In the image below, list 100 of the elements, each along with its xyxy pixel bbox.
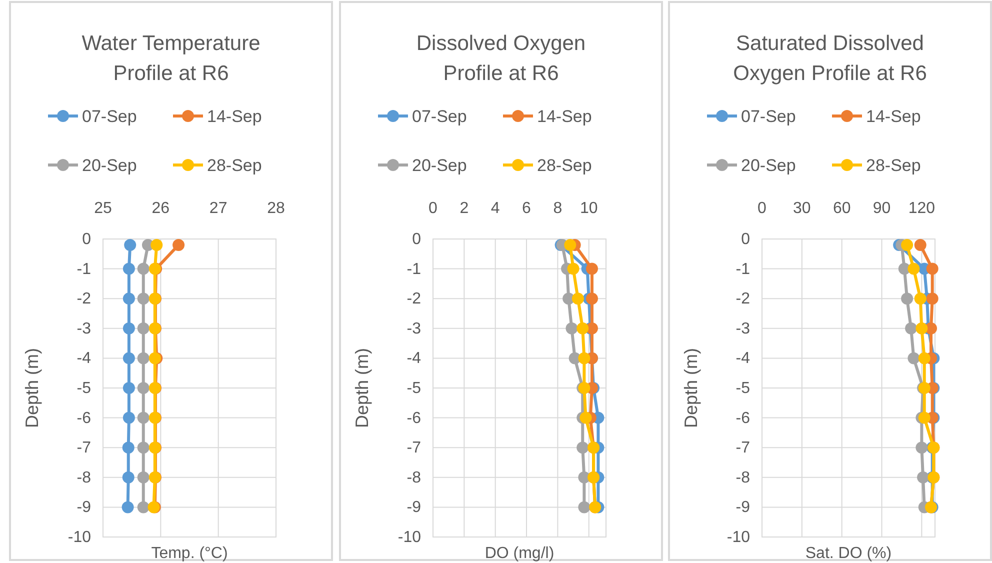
legend-label: 14-Sep	[207, 107, 262, 126]
point	[901, 238, 914, 251]
point	[122, 322, 135, 334]
y-tick-label: -1	[736, 260, 750, 278]
y-tick-label: -7	[406, 440, 422, 457]
point	[137, 322, 150, 334]
x-axis-title: Sat. DO (%)	[805, 545, 892, 562]
point	[122, 262, 135, 275]
y-tick-label: -9	[406, 499, 422, 516]
point	[122, 292, 135, 305]
x-tick-label: 120	[908, 200, 936, 217]
point	[908, 262, 920, 275]
point	[122, 352, 135, 364]
point	[137, 352, 150, 364]
x-tick-label: 8	[553, 200, 562, 217]
legend-label: 28-Sep	[866, 156, 921, 175]
point	[122, 412, 135, 424]
y-tick-label: -6	[736, 410, 750, 427]
x-tick-label: 4	[490, 200, 500, 217]
x-tick-label: 28	[267, 200, 285, 217]
point	[122, 382, 135, 394]
point	[122, 442, 134, 454]
y-tick-label: -10	[398, 529, 422, 546]
point	[916, 322, 928, 334]
point	[567, 262, 580, 275]
point	[926, 292, 938, 305]
point	[917, 471, 930, 484]
point	[137, 471, 150, 484]
point	[918, 412, 930, 424]
y-axis-title: Depth (m)	[352, 348, 372, 428]
y-tick-label: -1	[76, 260, 92, 278]
x-tick-label: 6	[522, 200, 532, 217]
point	[586, 262, 598, 275]
y-tick-label: -8	[76, 469, 92, 486]
point	[576, 442, 589, 454]
x-tick-label: 27	[209, 200, 228, 217]
point	[137, 412, 150, 424]
chart-title: Dissolved Oxygen Profile at R6	[416, 32, 586, 85]
point	[137, 292, 150, 305]
y-tick-label: -5	[406, 380, 422, 397]
y-tick-label: -5	[76, 380, 92, 397]
y-tick-label: -8	[406, 469, 422, 486]
point	[124, 238, 136, 251]
x-tick-label: 2	[460, 200, 469, 217]
y-tick-label: -9	[736, 499, 750, 516]
legend-label: 20-Sep	[412, 156, 467, 175]
legend-label: 14-Sep	[866, 107, 921, 126]
y-tick-label: -7	[76, 440, 92, 457]
y-tick-label: -8	[736, 469, 750, 486]
point	[576, 322, 589, 334]
legend-label: 07-Sep	[741, 107, 796, 126]
point	[586, 292, 598, 305]
y-axis-title: Depth (m)	[22, 348, 42, 428]
y-tick-label: -1	[406, 260, 422, 278]
y-tick-label: -6	[76, 410, 92, 427]
y-tick-label: -9	[76, 499, 92, 516]
x-tick-label: 26	[152, 200, 170, 217]
point	[137, 262, 150, 275]
point	[578, 352, 590, 364]
x-tick-label: 25	[94, 200, 112, 217]
y-tick-label: -3	[736, 320, 750, 338]
point	[564, 238, 576, 251]
point	[137, 501, 150, 514]
point	[914, 292, 926, 305]
y-tick-label: -2	[76, 290, 92, 308]
point	[578, 501, 590, 514]
y-tick-label: 0	[412, 231, 422, 248]
legend-label: 14-Sep	[537, 107, 592, 126]
legend-label: 28-Sep	[537, 156, 592, 175]
y-axis-title: Depth (m)	[681, 348, 701, 428]
x-tick-label: 30	[793, 200, 811, 217]
point	[908, 352, 920, 364]
legend-label: 07-Sep	[82, 107, 137, 126]
y-tick-label: -10	[726, 529, 750, 546]
y-tick-label: -7	[736, 440, 750, 457]
point	[137, 382, 150, 394]
point	[901, 292, 914, 305]
y-tick-label: -10	[68, 529, 92, 546]
point	[572, 292, 584, 305]
y-tick-label: -3	[406, 320, 422, 338]
x-tick-label: 0	[428, 200, 438, 217]
y-tick-label: -4	[736, 350, 750, 368]
y-tick-label: -4	[76, 350, 92, 368]
y-tick-label: -5	[736, 380, 750, 397]
point	[914, 238, 926, 251]
chart-title: Water Temperature Profile at R6	[82, 32, 260, 85]
point	[926, 262, 938, 275]
point	[916, 442, 928, 454]
y-tick-label: -4	[406, 350, 422, 368]
legend-label: 20-Sep	[82, 156, 137, 175]
legend-label: 28-Sep	[207, 156, 262, 175]
x-tick-label: 0	[758, 200, 767, 217]
y-tick-label: 0	[741, 231, 750, 248]
point	[122, 471, 134, 484]
point	[905, 322, 918, 334]
point	[566, 322, 578, 334]
y-tick-label: -2	[736, 290, 750, 308]
point	[150, 238, 163, 251]
point	[172, 238, 185, 251]
y-tick-label: -6	[406, 410, 422, 427]
